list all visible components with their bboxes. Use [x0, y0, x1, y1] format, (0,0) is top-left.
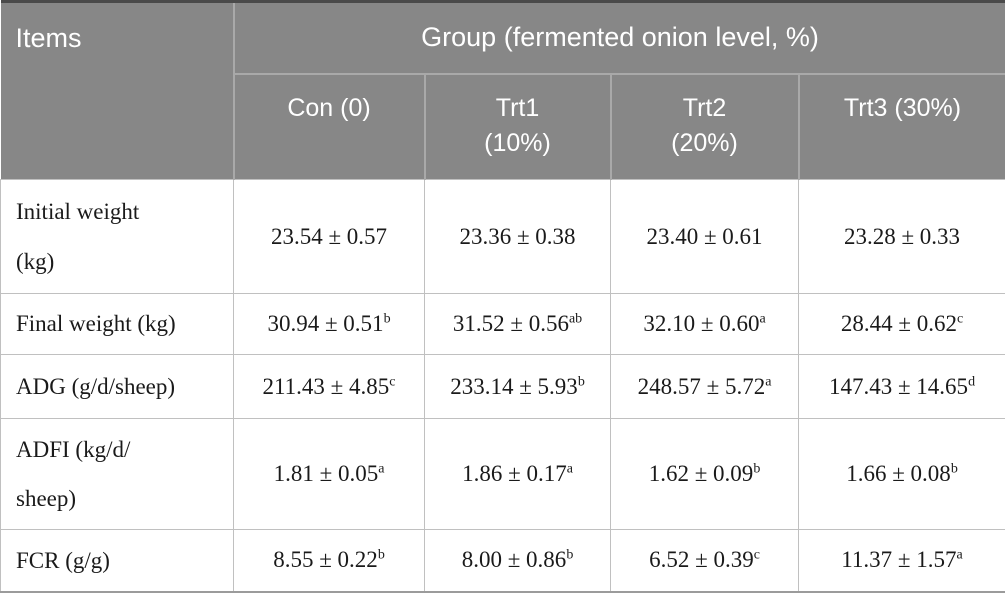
table-row-fcr: FCR (g/g) 8.55 ± 0.22b 8.00 ± 0.86b 6.52…	[0, 529, 1005, 593]
value-cell: 248.57 ± 5.72a	[610, 354, 799, 419]
significance-superscript: a	[765, 373, 772, 389]
table-row-final-weight: Final weight (kg) 30.94 ± 0.51b 31.52 ± …	[0, 293, 1005, 355]
group-header-cell: Group (fermented onion level, %)	[233, 0, 1005, 75]
value-text: 233.14 ± 5.93	[450, 373, 578, 399]
value-cell: 1.81 ± 0.05a	[233, 418, 425, 530]
significance-superscript: b	[577, 373, 585, 389]
value-cell: 23.54 ± 0.57	[233, 179, 425, 294]
row-label: ADFI (kg/d/ sheep)	[0, 418, 234, 530]
significance-superscript: b	[377, 547, 385, 563]
col-header-text: (10%)	[484, 129, 551, 157]
col-header-text: Trt2	[682, 93, 727, 122]
value-cell: 31.52 ± 0.56ab	[424, 293, 611, 355]
col-header-text: (20%)	[671, 129, 738, 157]
row-label: ADG (g/d/sheep)	[0, 354, 234, 419]
growth-performance-table: Items Group (fermented onion level, %) C…	[0, 0, 1005, 593]
table-row-initial-weight: Initial weight (kg) 23.54 ± 0.57 23.36 ±…	[0, 179, 1005, 294]
row-label: Initial weight (kg)	[0, 179, 234, 294]
significance-superscript: a	[566, 461, 573, 477]
col-header-trt1: Trt1 (10%)	[423, 73, 611, 180]
value-text: 147.43 ± 14.65	[828, 373, 969, 399]
value-text: 31.52 ± 0.56	[452, 311, 569, 337]
row-label-text: Final weight (kg)	[16, 311, 176, 337]
col-header-con: Con (0)	[233, 73, 425, 180]
significance-superscript: d	[968, 373, 976, 389]
significance-superscript: ab	[568, 311, 583, 327]
value-text: 11.37 ± 1.57	[841, 547, 957, 573]
value-text: 6.52 ± 0.39	[649, 547, 754, 573]
value-cell: 147.43 ± 14.65d	[797, 354, 1005, 419]
significance-superscript: a	[759, 311, 766, 327]
col-header-text: Trt1	[495, 93, 540, 122]
significance-superscript: b	[950, 461, 958, 477]
row-label-text: (kg)	[16, 248, 55, 274]
table-row-adg: ADG (g/d/sheep) 211.43 ± 4.85c 233.14 ± …	[0, 354, 1005, 419]
value-text: 1.81 ± 0.05	[273, 461, 379, 487]
value-text: 248.57 ± 5.72	[637, 373, 766, 399]
value-text: 23.40 ± 0.61	[646, 223, 763, 249]
value-text: 30.94 ± 0.51	[267, 311, 384, 337]
significance-superscript: c	[956, 311, 964, 327]
value-text: 211.43 ± 4.85	[262, 373, 390, 399]
significance-superscript: b	[753, 461, 761, 477]
significance-superscript: c	[389, 373, 396, 389]
value-text: 23.54 ± 0.57	[270, 223, 388, 249]
table-row-adfi: ADFI (kg/d/ sheep) 1.81 ± 0.05a 1.86 ± 0…	[0, 418, 1005, 530]
value-text: 1.62 ± 0.09	[648, 461, 754, 487]
row-label: FCR (g/g)	[0, 529, 234, 593]
value-cell: 233.14 ± 5.93b	[424, 354, 611, 419]
row-label: Final weight (kg)	[0, 293, 234, 355]
value-text: 23.28 ± 0.33	[843, 223, 961, 249]
value-text: 1.66 ± 0.08	[846, 461, 951, 487]
significance-superscript: b	[383, 311, 391, 327]
row-label-text: Initial weight	[16, 199, 140, 225]
row-label-text: FCR (g/g)	[16, 547, 110, 573]
value-text: 8.55 ± 0.22	[273, 547, 378, 573]
value-cell: 211.43 ± 4.85c	[233, 354, 425, 419]
value-text: 8.00 ± 0.86	[461, 547, 567, 573]
value-text: 1.86 ± 0.17	[462, 461, 567, 487]
col-header-trt3: Trt3 (30%)	[797, 73, 1005, 180]
value-cell: 32.10 ± 0.60a	[610, 293, 799, 355]
col-header-text: Trt3 (30%)	[843, 93, 962, 122]
value-cell: 23.40 ± 0.61	[610, 179, 799, 294]
table-header: Items Group (fermented onion level, %) C…	[0, 0, 1005, 180]
value-cell: 30.94 ± 0.51b	[233, 293, 425, 355]
value-cell: 1.62 ± 0.09b	[610, 418, 799, 530]
value-cell: 23.28 ± 0.33	[797, 179, 1005, 294]
value-cell: 11.37 ± 1.57a	[797, 529, 1005, 593]
value-cell: 23.36 ± 0.38	[424, 179, 611, 294]
items-header-cell: Items	[0, 0, 235, 180]
value-cell: 6.52 ± 0.39c	[610, 529, 799, 593]
value-cell: 1.66 ± 0.08b	[797, 418, 1005, 530]
value-cell: 8.55 ± 0.22b	[233, 529, 425, 593]
row-label-text: ADFI (kg/d/	[16, 436, 131, 462]
table-body: Initial weight (kg) 23.54 ± 0.57 23.36 ±…	[0, 179, 1005, 593]
header-row-group: Items Group (fermented onion level, %)	[0, 0, 1005, 180]
header-row-treatments: Con (0) Trt1 (10%) Trt2 (20%) Trt3 (30%)	[1, 73, 1005, 180]
value-text: 32.10 ± 0.60	[643, 311, 760, 337]
significance-superscript: a	[956, 547, 963, 563]
row-label-text: ADG (g/d/sheep)	[16, 373, 176, 399]
value-cell: 28.44 ± 0.62c	[797, 293, 1005, 355]
value-cell: 1.86 ± 0.17a	[424, 418, 611, 530]
value-text: 28.44 ± 0.62	[840, 311, 957, 337]
significance-superscript: b	[566, 547, 574, 563]
significance-superscript: a	[378, 461, 385, 477]
col-header-text: Con (0)	[287, 93, 371, 122]
value-text: 23.36 ± 0.38	[459, 223, 576, 249]
col-header-trt2: Trt2 (20%)	[609, 73, 799, 180]
row-label-text: sheep)	[16, 486, 77, 511]
significance-superscript: c	[753, 547, 760, 563]
value-cell: 8.00 ± 0.86b	[424, 529, 611, 593]
